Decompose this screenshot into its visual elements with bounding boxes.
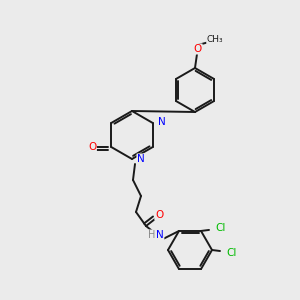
Text: N: N bbox=[156, 230, 164, 240]
Text: H: H bbox=[148, 230, 156, 240]
Text: O: O bbox=[155, 210, 163, 220]
Text: O: O bbox=[88, 142, 96, 152]
Text: Cl: Cl bbox=[226, 248, 236, 258]
Text: N: N bbox=[158, 117, 166, 127]
Text: O: O bbox=[194, 44, 202, 54]
Text: Cl: Cl bbox=[215, 223, 225, 233]
Text: CH₃: CH₃ bbox=[207, 34, 223, 43]
Text: N: N bbox=[137, 154, 145, 164]
